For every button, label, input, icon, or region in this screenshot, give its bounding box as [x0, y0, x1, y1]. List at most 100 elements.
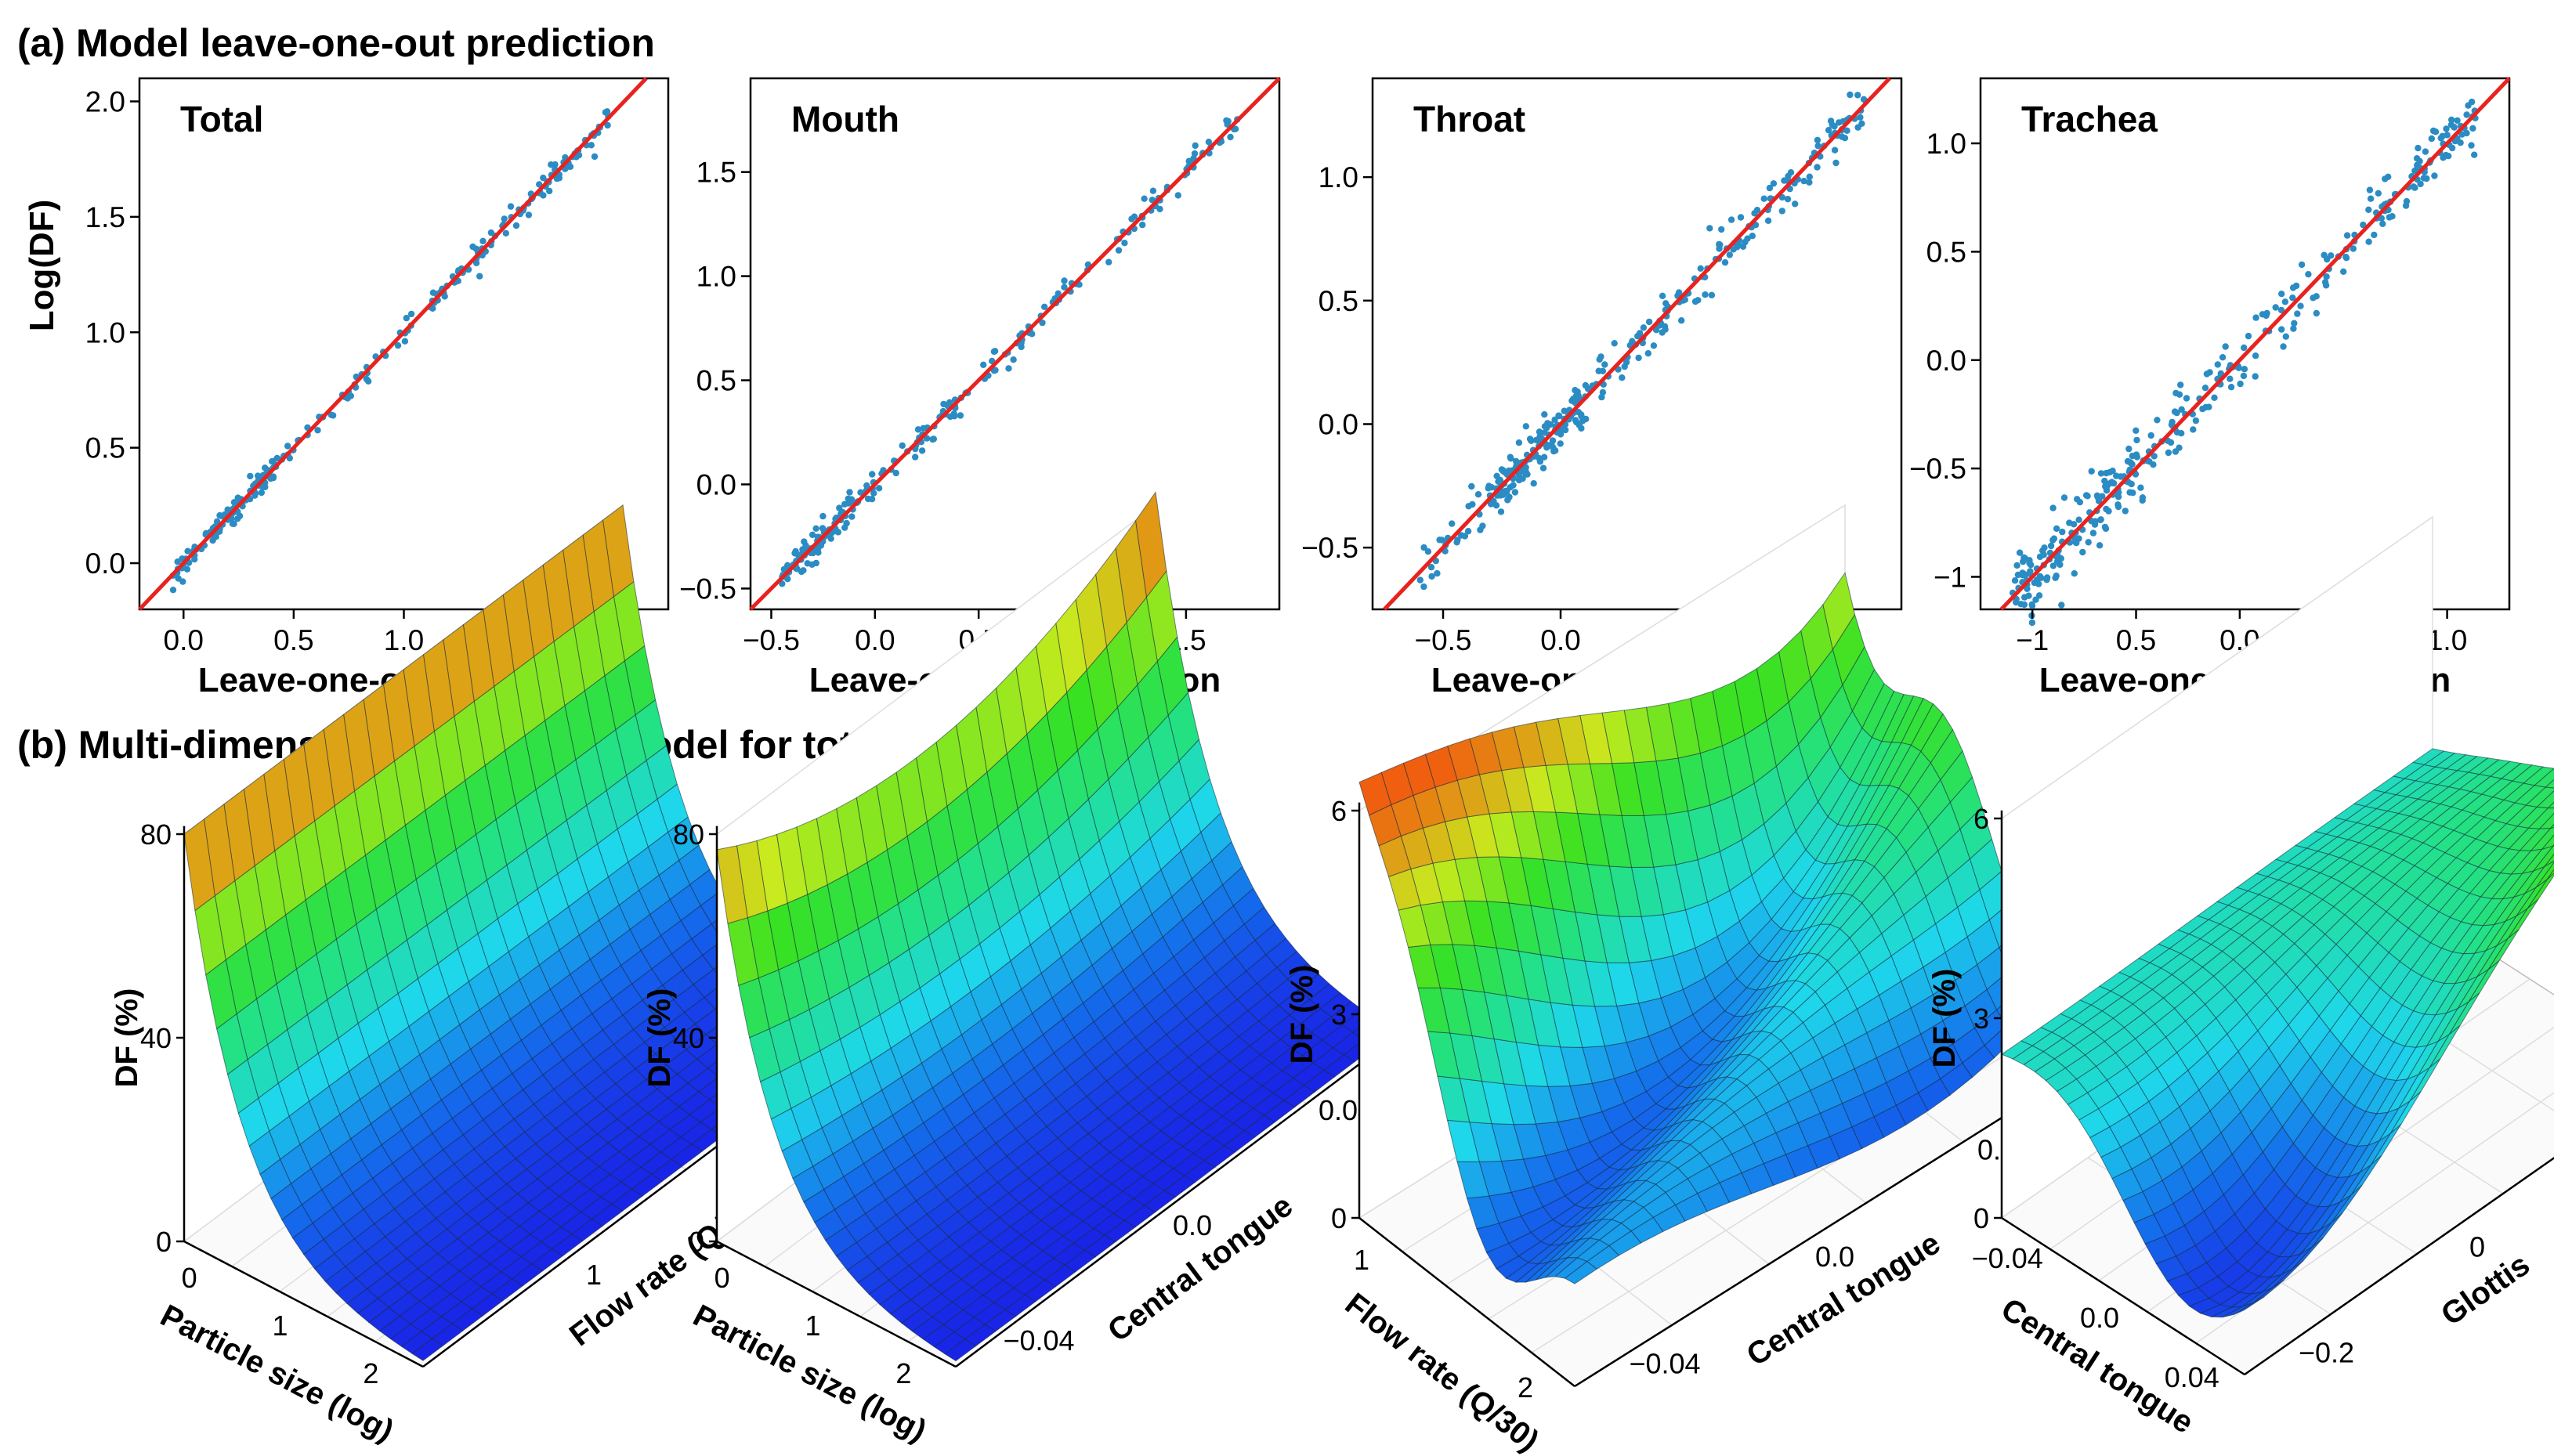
data-point — [2235, 364, 2242, 371]
data-point — [2443, 125, 2450, 132]
surface-cell — [2000, 1040, 2034, 1060]
data-point — [2036, 553, 2044, 561]
data-point — [2321, 279, 2329, 286]
data-point — [403, 314, 410, 322]
data-point — [2417, 180, 2424, 188]
data-point — [1831, 146, 1839, 154]
data-point — [1496, 476, 1504, 484]
data-point — [2468, 142, 2475, 149]
data-point — [169, 587, 177, 594]
z-axis-label: DF (%) — [110, 988, 144, 1088]
data-point — [552, 161, 559, 168]
data-point — [501, 215, 508, 222]
data-point — [525, 211, 533, 219]
data-point — [1524, 471, 1531, 478]
data-point — [270, 473, 277, 480]
y-axis — [2244, 1156, 2554, 1376]
data-point — [1599, 388, 1607, 396]
data-point — [236, 512, 244, 519]
data-point — [1061, 277, 1068, 284]
y-axis — [955, 1037, 1395, 1367]
data-point — [1569, 396, 1577, 403]
data-point — [363, 375, 370, 383]
data-point — [2375, 190, 2382, 197]
y-tick-label: −0.5 — [679, 573, 736, 605]
data-point — [1832, 159, 1840, 167]
data-point — [2290, 325, 2297, 332]
data-point — [1635, 354, 1642, 362]
data-point — [912, 453, 919, 461]
y-tick-label: 0.5 — [1319, 285, 1358, 317]
data-point — [2190, 426, 2197, 433]
data-point — [1706, 225, 1713, 232]
data-point — [2154, 417, 2161, 424]
data-point — [1497, 508, 1505, 515]
data-point — [848, 496, 856, 503]
data-point — [1227, 133, 1234, 141]
data-point — [2227, 375, 2234, 382]
data-point — [957, 412, 964, 419]
data-point — [2178, 406, 2185, 413]
data-point — [2011, 577, 2019, 584]
data-point — [819, 512, 827, 520]
panel-title: Mouth — [791, 99, 899, 139]
data-point — [2049, 504, 2057, 511]
data-point — [2277, 306, 2285, 314]
z-axis-label: DF (%) — [1285, 965, 1319, 1064]
data-point — [1115, 247, 1123, 254]
data-point — [1838, 133, 1846, 140]
data-point — [2172, 448, 2180, 455]
data-point — [2199, 405, 2206, 413]
data-point — [314, 427, 321, 434]
data-point — [2192, 417, 2200, 425]
data-point — [1522, 423, 1530, 430]
data-point — [1644, 350, 1651, 357]
data-point — [183, 565, 191, 573]
data-point — [2365, 206, 2372, 213]
data-point — [1105, 258, 1112, 266]
data-point — [1739, 243, 1747, 250]
data-point — [1621, 363, 1628, 370]
data-point — [273, 454, 280, 462]
data-point — [1640, 324, 1648, 331]
data-point — [2021, 571, 2028, 578]
data-point — [1847, 91, 1854, 99]
data-point — [2272, 304, 2279, 311]
data-point — [1806, 173, 1813, 180]
data-point — [1474, 491, 1482, 498]
x-tick-label: 0.0 — [1540, 624, 1580, 656]
data-point — [2371, 231, 2378, 239]
data-point — [1659, 292, 1666, 299]
data-point — [566, 163, 574, 170]
data-point — [555, 175, 563, 182]
z-tick-label: 0 — [1973, 1202, 1989, 1234]
data-point — [1515, 439, 1523, 446]
y-tick-label: 0 — [2469, 1231, 2485, 1263]
data-points — [1416, 91, 1869, 591]
data-point — [2471, 151, 2478, 158]
data-point — [1814, 143, 1821, 150]
data-point — [812, 559, 820, 567]
data-point — [2227, 384, 2235, 391]
data-point — [1468, 482, 1475, 490]
data-point — [2367, 195, 2375, 202]
y-tick-label: 0.0 — [85, 547, 125, 580]
data-point — [2071, 538, 2078, 545]
data-point — [1488, 484, 1496, 491]
x-axis — [2001, 1216, 2245, 1376]
data-point — [1770, 180, 1778, 187]
data-point — [914, 426, 922, 433]
data-point — [841, 524, 848, 531]
data-point — [1787, 169, 1795, 176]
data-point — [918, 447, 926, 454]
data-point — [2133, 436, 2140, 444]
data-point — [1778, 208, 1785, 215]
data-point — [258, 489, 265, 497]
data-point — [2360, 221, 2367, 229]
data-point — [262, 464, 269, 471]
data-point — [1583, 415, 1590, 423]
data-point — [1224, 121, 1231, 128]
data-point — [1528, 437, 1535, 444]
